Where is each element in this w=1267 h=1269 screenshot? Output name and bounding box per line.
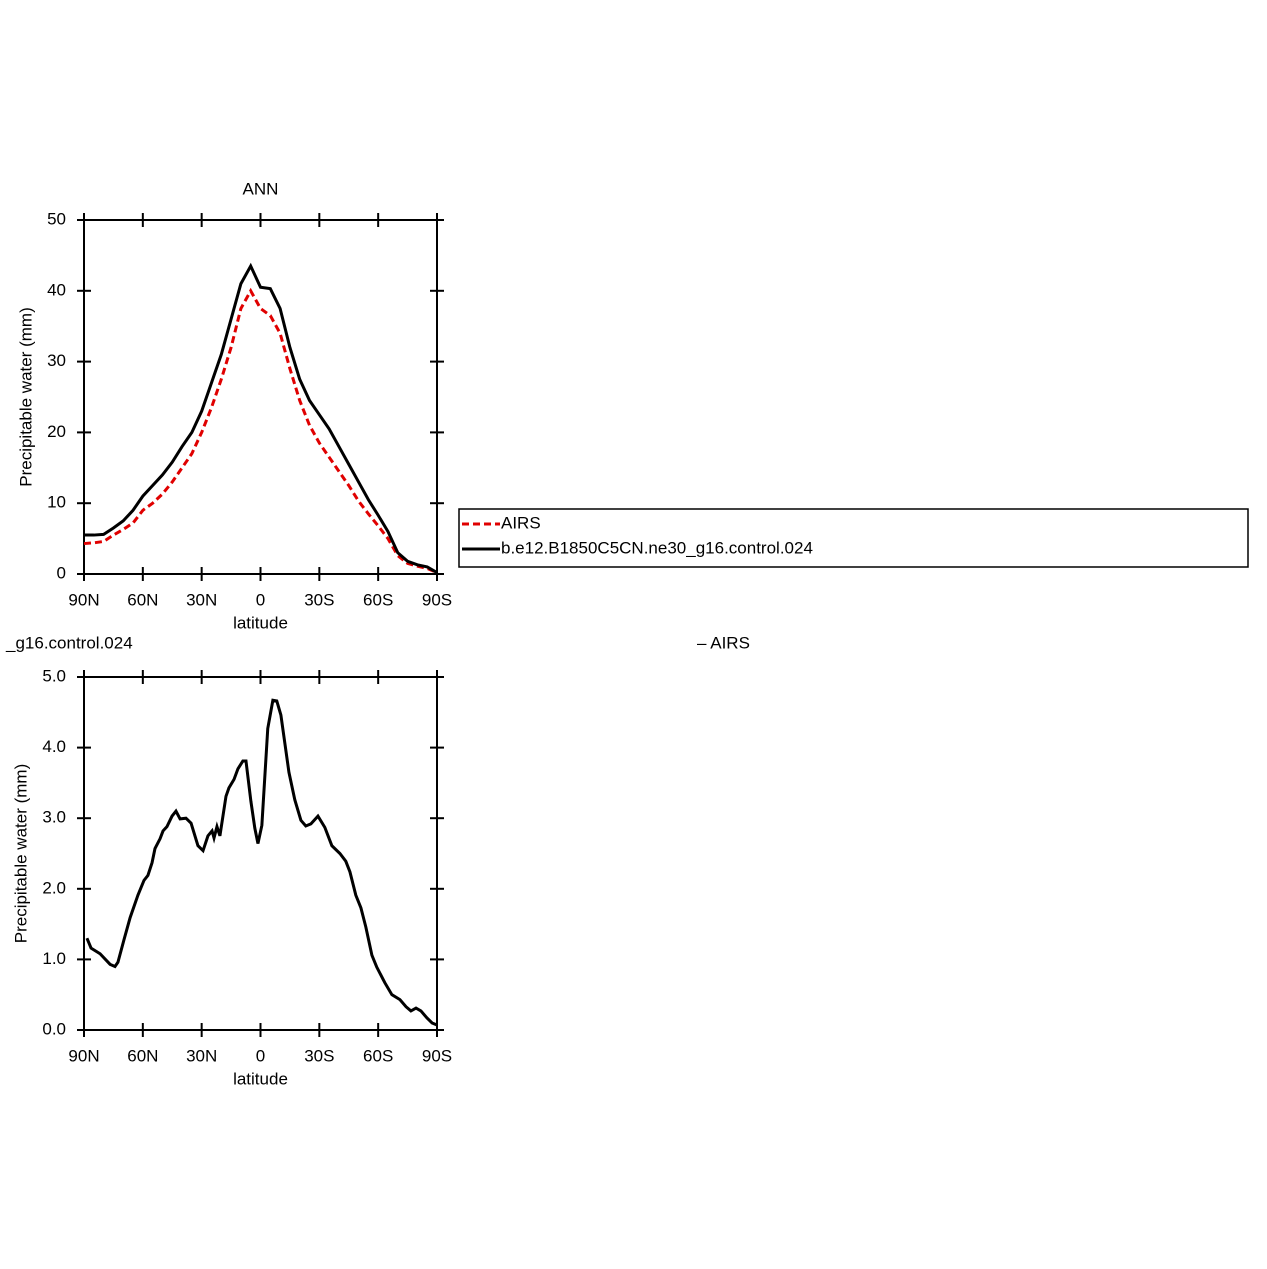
x-tick-label: 30N bbox=[186, 590, 217, 609]
y-tick-label: 5.0 bbox=[42, 666, 66, 685]
x-tick-label: 60N bbox=[127, 1046, 158, 1065]
x-tick-label: 0 bbox=[256, 590, 265, 609]
x-tick-label: 90N bbox=[68, 1046, 99, 1065]
x-tick-label: 0 bbox=[256, 1046, 265, 1065]
left-title: _g16.control.024 bbox=[5, 633, 133, 652]
chart-title: ANN bbox=[243, 179, 279, 198]
x-tick-label: 30S bbox=[304, 1046, 334, 1065]
x-tick-label: 60N bbox=[127, 590, 158, 609]
x-axis-label: latitude bbox=[233, 613, 288, 632]
data-line bbox=[84, 262, 438, 574]
y-tick-label: 50 bbox=[47, 209, 66, 228]
y-tick-label: 4.0 bbox=[42, 737, 66, 756]
x-tick-label: 90N bbox=[68, 590, 99, 609]
y-axis-label: Precipitable water (mm) bbox=[16, 307, 35, 487]
y-tick-label: 20 bbox=[47, 422, 66, 441]
y-tick-label: 1.0 bbox=[42, 949, 66, 968]
y-tick-label: 2.0 bbox=[42, 878, 66, 897]
x-axis-label: latitude bbox=[233, 1069, 288, 1088]
right-title: – AIRS bbox=[697, 633, 750, 652]
legend-label: b.e12.B1850C5CN.ne30_g16.control.024 bbox=[501, 538, 813, 557]
x-tick-label: 60S bbox=[363, 590, 393, 609]
legend-label: AIRS bbox=[501, 513, 541, 532]
y-tick-label: 3.0 bbox=[42, 808, 66, 827]
x-tick-label: 30N bbox=[186, 1046, 217, 1065]
x-tick-label: 90S bbox=[422, 1046, 452, 1065]
x-tick-label: 30S bbox=[304, 590, 334, 609]
y-tick-label: 10 bbox=[47, 493, 66, 512]
y-tick-label: 0.0 bbox=[42, 1019, 66, 1038]
y-tick-label: 0 bbox=[57, 563, 66, 582]
y-tick-label: 30 bbox=[47, 351, 66, 370]
x-tick-label: 60S bbox=[363, 1046, 393, 1065]
y-axis-label: Precipitable water (mm) bbox=[11, 764, 30, 944]
data-line bbox=[85, 698, 438, 1027]
legend-box bbox=[458, 508, 1249, 568]
y-tick-label: 40 bbox=[47, 280, 66, 299]
x-tick-label: 90S bbox=[422, 590, 452, 609]
data-line bbox=[83, 287, 438, 574]
